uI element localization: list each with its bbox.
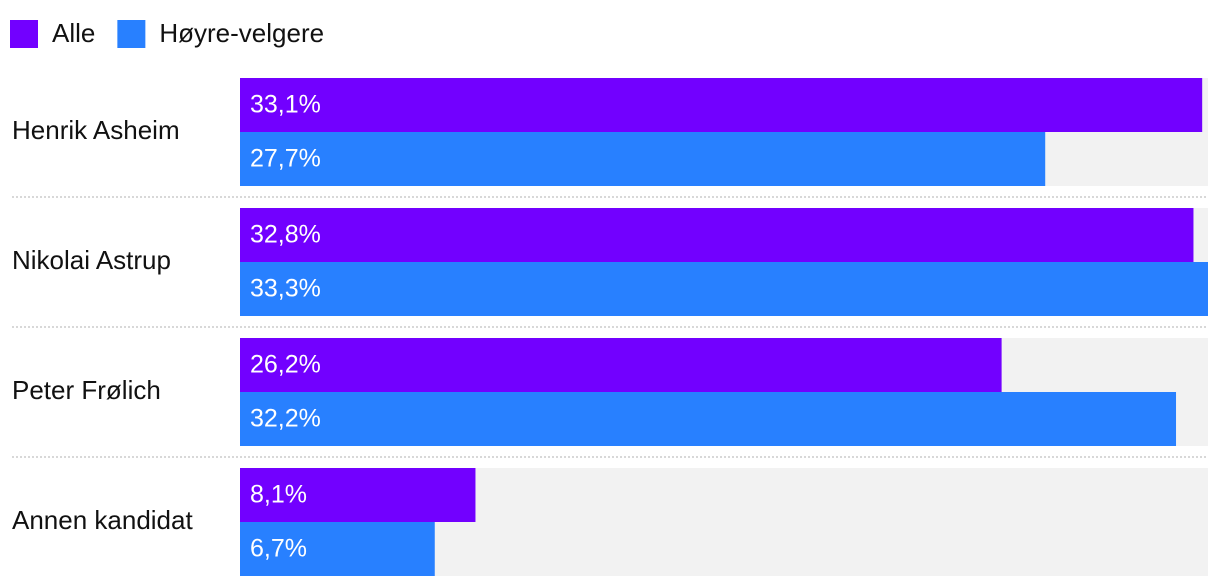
legend-label: Alle (52, 18, 95, 48)
value-label: 32,8% (250, 221, 321, 249)
bar (240, 78, 1203, 132)
bar (240, 468, 476, 522)
value-label: 33,3% (250, 275, 321, 303)
bar (240, 392, 1177, 446)
bar (240, 338, 1002, 392)
legend-swatch (117, 20, 146, 48)
bar (240, 262, 1208, 316)
bar (240, 522, 435, 576)
category-label: Henrik Asheim (12, 115, 180, 145)
bar (240, 132, 1046, 186)
bar (240, 208, 1194, 262)
value-label: 8,1% (250, 481, 307, 509)
value-label: 26,2% (250, 351, 321, 379)
category-label: Annen kandidat (12, 505, 193, 535)
category-label: Nikolai Astrup (12, 245, 171, 275)
legend-swatch (10, 20, 38, 48)
value-label: 33,1% (250, 91, 321, 119)
value-label: 32,2% (250, 405, 321, 433)
category-label: Peter Frølich (12, 375, 161, 405)
value-label: 27,7% (250, 145, 321, 173)
value-label: 6,7% (250, 535, 307, 563)
legend-label: Høyre-velgere (159, 18, 324, 48)
